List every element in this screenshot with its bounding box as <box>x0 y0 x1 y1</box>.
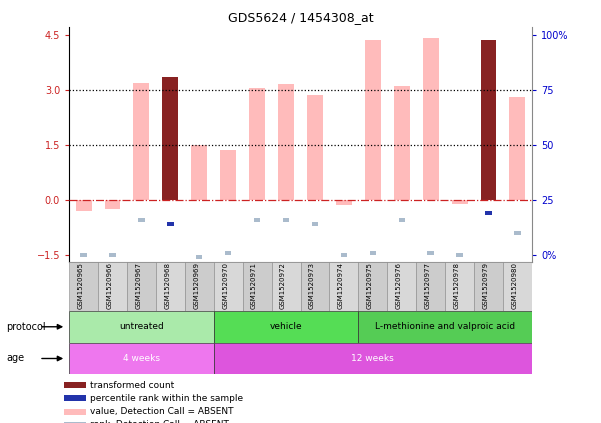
Bar <box>64 396 86 401</box>
Bar <box>387 262 416 311</box>
Bar <box>138 218 145 222</box>
Text: GSM1520977: GSM1520977 <box>425 262 431 309</box>
Text: GSM1520966: GSM1520966 <box>106 262 112 309</box>
Bar <box>456 253 463 257</box>
Text: GSM1520978: GSM1520978 <box>454 262 460 309</box>
Bar <box>127 262 156 311</box>
Bar <box>312 222 318 226</box>
Bar <box>427 251 434 255</box>
Text: L-methionine and valproic acid: L-methionine and valproic acid <box>375 322 515 331</box>
Bar <box>307 95 323 200</box>
Bar <box>398 218 405 222</box>
Text: transformed count: transformed count <box>90 381 174 390</box>
Bar <box>243 262 272 311</box>
Bar <box>416 262 445 311</box>
Bar <box>214 343 532 374</box>
Bar <box>445 262 474 311</box>
Text: GSM1520968: GSM1520968 <box>164 262 170 309</box>
Text: GSM1520975: GSM1520975 <box>367 262 373 309</box>
Bar <box>249 88 265 200</box>
Bar <box>191 145 207 200</box>
Bar <box>64 382 86 388</box>
Text: GSM1520967: GSM1520967 <box>135 262 141 309</box>
Bar <box>451 200 468 203</box>
Bar <box>486 211 492 215</box>
Bar <box>336 200 352 206</box>
Text: 12 weeks: 12 weeks <box>352 354 394 363</box>
Text: GSM1520980: GSM1520980 <box>511 262 517 309</box>
Bar <box>503 262 532 311</box>
Text: GSM1520976: GSM1520976 <box>395 262 401 309</box>
Bar <box>69 343 214 374</box>
Bar <box>105 200 120 209</box>
Bar <box>133 82 150 200</box>
Bar <box>370 251 376 255</box>
Bar <box>69 262 98 311</box>
Text: GSM1520965: GSM1520965 <box>78 262 84 309</box>
Bar <box>329 262 358 311</box>
Bar <box>220 151 236 200</box>
Bar <box>423 38 439 200</box>
Bar <box>64 409 86 415</box>
Bar <box>474 262 503 311</box>
Bar <box>156 262 185 311</box>
Bar <box>300 262 329 311</box>
Bar <box>514 231 520 235</box>
Text: rank, Detection Call = ABSENT: rank, Detection Call = ABSENT <box>90 420 229 423</box>
Bar <box>225 251 231 255</box>
Bar <box>278 84 294 200</box>
Bar <box>64 422 86 423</box>
Bar <box>365 40 381 200</box>
Text: age: age <box>6 354 24 363</box>
Text: 4 weeks: 4 weeks <box>123 354 160 363</box>
Bar <box>358 311 532 343</box>
Bar <box>109 253 115 257</box>
Bar <box>69 311 214 343</box>
Bar <box>341 253 347 257</box>
Text: untreated: untreated <box>119 322 164 331</box>
Bar <box>162 77 178 200</box>
Bar <box>272 262 300 311</box>
Bar <box>76 200 91 211</box>
Text: GSM1520973: GSM1520973 <box>309 262 315 309</box>
Text: vehicle: vehicle <box>270 322 302 331</box>
Text: GSM1520974: GSM1520974 <box>338 262 344 309</box>
Bar <box>196 255 203 259</box>
Bar <box>394 86 410 200</box>
Bar <box>214 311 358 343</box>
Bar <box>481 40 496 200</box>
Bar <box>283 218 289 222</box>
Text: GSM1520969: GSM1520969 <box>194 262 200 309</box>
Text: GSM1520979: GSM1520979 <box>483 262 489 309</box>
Bar <box>510 97 525 200</box>
Text: value, Detection Call = ABSENT: value, Detection Call = ABSENT <box>90 407 234 416</box>
Bar <box>185 262 214 311</box>
Bar <box>214 262 243 311</box>
Bar <box>81 253 87 257</box>
Text: GDS5624 / 1454308_at: GDS5624 / 1454308_at <box>228 11 373 24</box>
Text: GSM1520971: GSM1520971 <box>251 262 257 309</box>
Bar <box>358 262 387 311</box>
Text: GSM1520970: GSM1520970 <box>222 262 228 309</box>
Text: protocol: protocol <box>6 322 46 332</box>
Bar <box>167 222 174 226</box>
Bar <box>254 218 260 222</box>
Bar <box>98 262 127 311</box>
Text: GSM1520972: GSM1520972 <box>280 262 286 309</box>
Text: percentile rank within the sample: percentile rank within the sample <box>90 394 243 403</box>
